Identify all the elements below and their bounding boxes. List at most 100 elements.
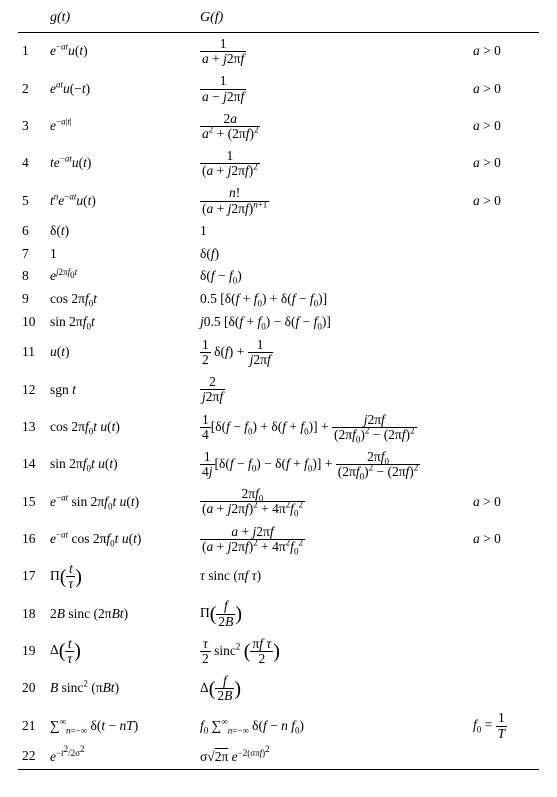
cell-G: Δ(f2B) [196, 670, 469, 707]
cell-cond [469, 288, 539, 311]
cell-G: 1a − j2πf [196, 70, 469, 107]
row-index: 19 [18, 633, 46, 670]
cell-G: τ2 sinc2 (πf τ2) [196, 633, 469, 670]
cell-g: sin 2πf0t u(t) [46, 446, 196, 483]
cell-g: ej2πf0t [46, 265, 196, 288]
cell-g: Π(tτ) [46, 558, 196, 595]
row-index: 21 [18, 707, 46, 744]
cell-g: B sinc2 (πBt) [46, 670, 196, 707]
cell-G: 1 [196, 220, 469, 243]
cell-cond [469, 220, 539, 243]
cell-G: 2j2πf [196, 371, 469, 408]
row-index: 7 [18, 243, 46, 266]
cell-cond: a > 0 [469, 70, 539, 107]
header-blank [18, 10, 46, 33]
cell-G: 2aa2 + (2πf)2 [196, 108, 469, 145]
table-row: 8 ej2πf0t δ(f − f0) [18, 265, 539, 288]
row-index: 9 [18, 288, 46, 311]
table-row: 22 e−t2/2σ2 σ√2π e−2(σπf)2 [18, 745, 539, 770]
cell-g: e−at cos 2πf0t u(t) [46, 521, 196, 558]
cell-cond [469, 334, 539, 371]
cell-g: cos 2πf0t [46, 288, 196, 311]
cell-cond [469, 311, 539, 334]
cell-cond [469, 243, 539, 266]
cell-g: δ(t) [46, 220, 196, 243]
table-row: 18 2B sinc (2πBt) Π(f2B) [18, 595, 539, 632]
cell-g: cos 2πf0t u(t) [46, 409, 196, 446]
cell-g: u(t) [46, 334, 196, 371]
cell-G: j0.5 [δ(f + f0) − δ(f − f0)] [196, 311, 469, 334]
cell-g: e−at sin 2πf0t u(t) [46, 483, 196, 520]
cell-g: e−a|t| [46, 108, 196, 145]
row-index: 14 [18, 446, 46, 483]
cell-cond: a > 0 [469, 483, 539, 520]
cell-cond [469, 745, 539, 770]
table-row: 2 eatu(−t) 1a − j2πf a > 0 [18, 70, 539, 107]
cell-G: 0.5 [δ(f + f0) + δ(f − f0)] [196, 288, 469, 311]
row-index: 15 [18, 483, 46, 520]
table-row: 20 B sinc2 (πBt) Δ(f2B) [18, 670, 539, 707]
table-row: 21 ∑∞n=−∞ δ(t − nT) f0 ∑∞n=−∞ δ(f − n f0… [18, 707, 539, 744]
cell-g: te−atu(t) [46, 145, 196, 182]
cell-cond: f0 = 1T [469, 707, 539, 744]
cell-G: 1a + j2πf [196, 33, 469, 71]
table-row: 17 Π(tτ) τ sinc (πf τ) [18, 558, 539, 595]
row-index: 18 [18, 595, 46, 632]
cell-cond: a > 0 [469, 108, 539, 145]
table-row: 14 sin 2πf0t u(t) 14j[δ(f − f0) − δ(f + … [18, 446, 539, 483]
row-index: 13 [18, 409, 46, 446]
row-index: 8 [18, 265, 46, 288]
row-index: 3 [18, 108, 46, 145]
cell-g: ∑∞n=−∞ δ(t − nT) [46, 707, 196, 744]
cell-G: δ(f) [196, 243, 469, 266]
row-index: 2 [18, 70, 46, 107]
header-g: g(t) [46, 10, 196, 33]
cell-cond [469, 558, 539, 595]
row-index: 1 [18, 33, 46, 71]
cell-G: 1(a + j2πf)2 [196, 145, 469, 182]
cell-g: 1 [46, 243, 196, 266]
row-index: 4 [18, 145, 46, 182]
fourier-pairs-table: g(t) G(f) 1 e−atu(t) 1a + j2πf a > 0 2 e… [0, 0, 557, 782]
cell-cond: a > 0 [469, 33, 539, 71]
cell-G: n!(a + j2πf)n+1 [196, 182, 469, 219]
row-index: 12 [18, 371, 46, 408]
cell-cond [469, 595, 539, 632]
row-index: 22 [18, 745, 46, 770]
cell-G: δ(f − f0) [196, 265, 469, 288]
header-G: G(f) [196, 10, 469, 33]
table-row: 5 tne−atu(t) n!(a + j2πf)n+1 a > 0 [18, 182, 539, 219]
row-index: 11 [18, 334, 46, 371]
transform-table: g(t) G(f) 1 e−atu(t) 1a + j2πf a > 0 2 e… [18, 10, 539, 770]
table-row: 3 e−a|t| 2aa2 + (2πf)2 a > 0 [18, 108, 539, 145]
cell-g: Δ(tτ) [46, 633, 196, 670]
cell-cond [469, 371, 539, 408]
cell-G: σ√2π e−2(σπf)2 [196, 745, 469, 770]
table-row: 13 cos 2πf0t u(t) 14[δ(f − f0) + δ(f + f… [18, 409, 539, 446]
header-cond [469, 10, 539, 33]
table-row: 9 cos 2πf0t 0.5 [δ(f + f0) + δ(f − f0)] [18, 288, 539, 311]
table-row: 7 1 δ(f) [18, 243, 539, 266]
table-row: 11 u(t) 12 δ(f) + 1j2πf [18, 334, 539, 371]
table-row: 19 Δ(tτ) τ2 sinc2 (πf τ2) [18, 633, 539, 670]
cell-G: 2πf0(a + j2πf)2 + 4π2f02 [196, 483, 469, 520]
cell-cond [469, 633, 539, 670]
cell-cond [469, 409, 539, 446]
cell-G: 14[δ(f − f0) + δ(f + f0)] + j2πf(2πf0)2 … [196, 409, 469, 446]
table-row: 6 δ(t) 1 [18, 220, 539, 243]
row-index: 5 [18, 182, 46, 219]
cell-G: 14j[δ(f − f0) − δ(f + f0)] + 2πf0(2πf0)2… [196, 446, 469, 483]
cell-G: τ sinc (πf τ) [196, 558, 469, 595]
row-index: 16 [18, 521, 46, 558]
table-row: 15 e−at sin 2πf0t u(t) 2πf0(a + j2πf)2 +… [18, 483, 539, 520]
table-row: 16 e−at cos 2πf0t u(t) a + j2πf(a + j2πf… [18, 521, 539, 558]
cell-g: e−atu(t) [46, 33, 196, 71]
row-index: 6 [18, 220, 46, 243]
cell-g: sin 2πf0t [46, 311, 196, 334]
row-index: 10 [18, 311, 46, 334]
cell-G: Π(f2B) [196, 595, 469, 632]
cell-G: f0 ∑∞n=−∞ δ(f − n f0) [196, 707, 469, 744]
cell-g: tne−atu(t) [46, 182, 196, 219]
cell-g: 2B sinc (2πBt) [46, 595, 196, 632]
cell-cond [469, 670, 539, 707]
